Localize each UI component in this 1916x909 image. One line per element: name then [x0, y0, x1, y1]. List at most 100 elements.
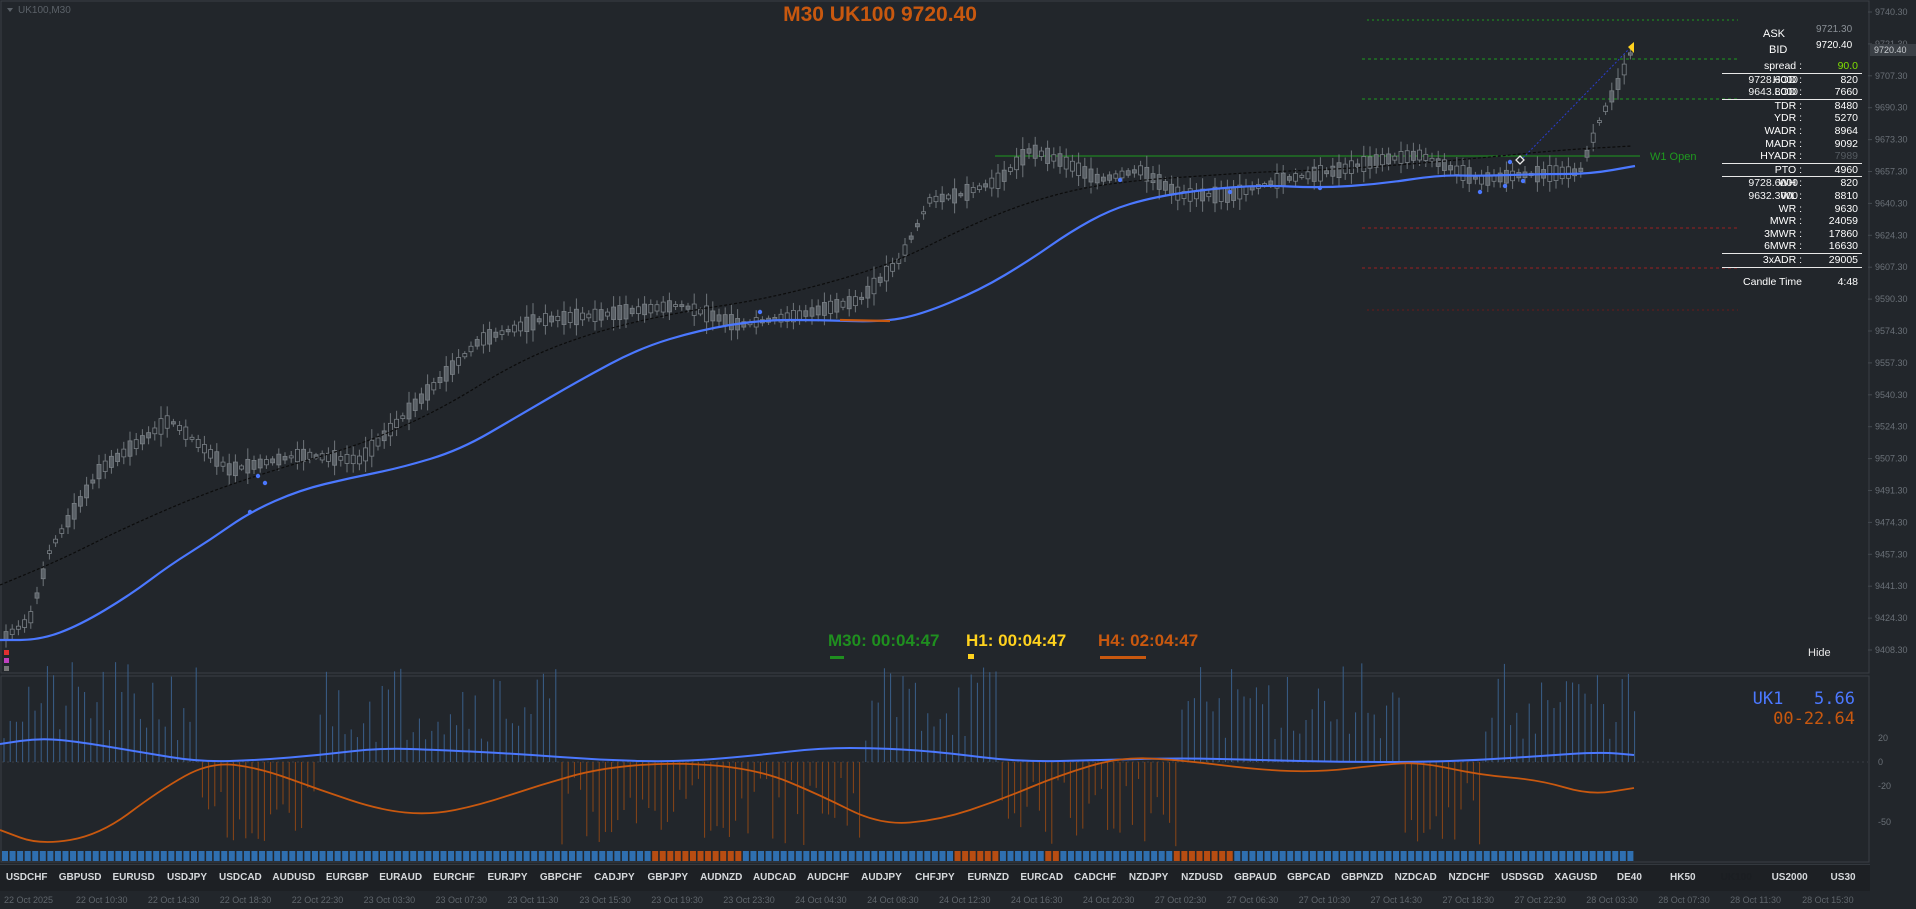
symbol-button-hk50[interactable]: HK50	[1670, 872, 1696, 883]
symbol-button-eurgbp[interactable]: EURGBP	[325, 872, 369, 883]
candle	[1367, 146, 1373, 179]
candle	[1169, 175, 1174, 204]
date-axis-label: 24 Oct 16:30	[1011, 895, 1063, 905]
window-collapse-icon[interactable]	[7, 8, 13, 12]
symbol-button-us30[interactable]: US30	[1830, 872, 1856, 883]
candle	[586, 310, 592, 322]
price-axis-label: 9507.30	[1875, 454, 1908, 464]
candle	[1349, 150, 1354, 184]
symbol-button-nzdjpy[interactable]: NZDJPY	[1128, 872, 1169, 883]
symbol-button-xagusd[interactable]: XAGUSD	[1554, 872, 1598, 883]
w1-open-label: W1 Open	[1650, 151, 1696, 163]
dashboard-row: 6MWR : 16630	[1722, 240, 1862, 254]
trend-strip-cell	[1491, 851, 1498, 861]
candle	[1621, 54, 1627, 85]
candle	[59, 524, 65, 538]
trend-strip-cell	[1204, 851, 1211, 861]
candle	[921, 205, 926, 220]
symbol-button-cadjpy[interactable]: CADJPY	[594, 872, 635, 883]
dashboard-row: spread : 90.0	[1722, 60, 1862, 74]
symbol-button-gbpaud[interactable]: GBPAUD	[1234, 872, 1277, 883]
symbol-button-usdsgd[interactable]: USDSGD	[1501, 872, 1544, 883]
symbol-button-eurnzd[interactable]: EURNZD	[967, 872, 1010, 883]
trend-strip-cell	[818, 851, 825, 861]
fast-moving-average	[0, 164, 1636, 642]
symbol-button-audcad[interactable]: AUDCAD	[752, 872, 797, 883]
symbol-button-gbpnzd[interactable]: GBPNZD	[1341, 872, 1384, 883]
dashboard-row: MWR : 24059	[1722, 215, 1862, 228]
candle	[350, 446, 356, 473]
symbol-button-nzdusd[interactable]: NZDUSD	[1181, 872, 1223, 883]
trend-strip-cell	[259, 851, 266, 861]
trend-strip-cell	[606, 851, 613, 861]
candle	[580, 306, 585, 326]
candle	[493, 327, 499, 342]
symbol-button-usdjpy[interactable]: USDJPY	[166, 872, 207, 883]
candle	[1318, 157, 1323, 190]
candle	[245, 448, 251, 485]
trend-strip-cell	[720, 851, 727, 861]
symbol-button-euraud[interactable]: EURAUD	[379, 872, 423, 883]
symbol-button-uk100[interactable]: UK100	[1720, 872, 1752, 883]
symbol-button-usdchf[interactable]: USDCHF	[5, 872, 48, 883]
trend-strip-cell	[153, 851, 160, 861]
trend-strip-cell	[1453, 851, 1460, 861]
symbol-button-eurchf[interactable]: EURCHF	[433, 872, 475, 883]
trend-strip-cell	[1476, 851, 1483, 861]
symbol-button-gbpchf[interactable]: GBPCHF	[539, 872, 583, 883]
candle	[170, 418, 176, 427]
symbol-button-audjpy[interactable]: AUDJPY	[861, 872, 902, 883]
symbol-button-eurcad[interactable]: EURCAD	[1020, 872, 1064, 883]
trend-strip-cell	[9, 851, 16, 861]
candle	[648, 299, 654, 318]
trend-strip-cell	[992, 851, 999, 861]
date-axis-label: 24 Oct 20:30	[1083, 895, 1135, 905]
candle	[387, 413, 393, 447]
trend-strip-cell	[765, 851, 772, 861]
trend-strip-cell	[478, 851, 485, 861]
symbol-button-eurjpy[interactable]: EURJPY	[487, 872, 528, 883]
candle	[1026, 143, 1032, 159]
candle	[78, 490, 83, 513]
symbol-button-de40[interactable]: DE40	[1616, 872, 1642, 883]
symbol-button-us2000[interactable]: US2000	[1771, 872, 1808, 883]
symbol-button-audusd[interactable]: AUDUSD	[272, 872, 316, 883]
candle	[431, 377, 437, 395]
symbol-button-nzdchf[interactable]: NZDCHF	[1448, 872, 1490, 883]
trend-strip-cell	[1408, 851, 1415, 861]
trend-strip-cell	[1052, 851, 1059, 861]
trend-strip-cell	[538, 851, 545, 861]
candle	[530, 303, 536, 342]
symbol-button-audchf[interactable]: AUDCHF	[806, 872, 850, 883]
candle	[555, 309, 561, 328]
symbol-button-cadchf[interactable]: CADCHF	[1074, 872, 1117, 883]
candle	[443, 356, 449, 392]
candle	[1212, 177, 1218, 213]
candle	[1181, 184, 1187, 206]
trend-strip-cell	[228, 851, 235, 861]
date-axis-label: 27 Oct 22:30	[1514, 895, 1566, 905]
trend-strip-cell	[1241, 851, 1248, 861]
hide-button[interactable]: Hide	[1808, 647, 1831, 659]
symbol-button-chfjpy[interactable]: CHFJPY	[915, 872, 955, 883]
symbol-button-gbpusd[interactable]: GBPUSD	[58, 872, 102, 883]
symbol-button-gbpcad[interactable]: GBPCAD	[1287, 872, 1331, 883]
symbol-button-usdcad[interactable]: USDCAD	[219, 872, 262, 883]
symbol-button-audnzd[interactable]: AUDNZD	[700, 872, 743, 883]
timer-m30: M30: 00:04:47	[828, 631, 940, 650]
candle	[226, 453, 232, 485]
trend-strip-cell	[1173, 851, 1180, 861]
symbol-button-gbpjpy[interactable]: GBPJPY	[647, 872, 689, 883]
candle	[1076, 152, 1081, 186]
symbol-button-nzdcad[interactable]: NZDCAD	[1394, 872, 1437, 883]
candle	[462, 351, 468, 360]
trend-strip-cell	[115, 851, 122, 861]
price-axis-label: 9673.30	[1875, 135, 1908, 145]
date-axis-label: 28 Oct 03:30	[1586, 895, 1638, 905]
trend-strip-cell	[455, 851, 462, 861]
signal-dot	[1520, 178, 1526, 184]
symbol-button-eurusd[interactable]: EURUSD	[112, 872, 155, 883]
trend-strip-cell	[107, 851, 114, 861]
candle	[549, 311, 554, 327]
